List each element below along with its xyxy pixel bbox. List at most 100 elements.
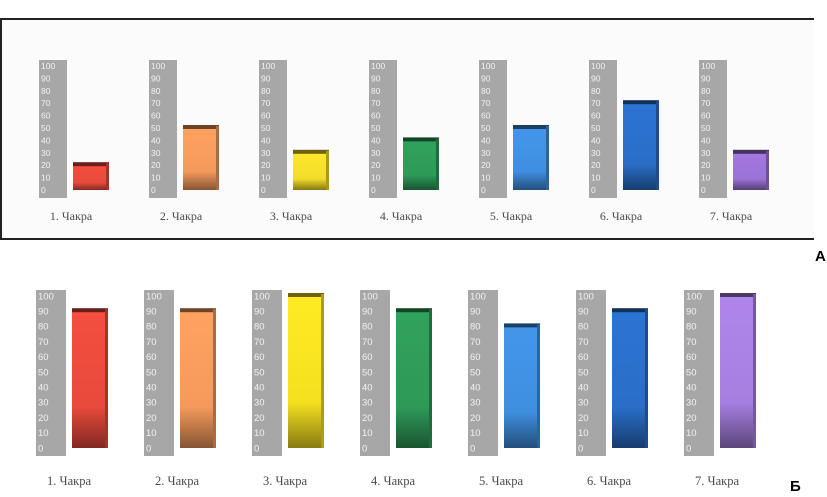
y-tick-label: 50: [701, 123, 711, 133]
y-tick-label: 40: [701, 135, 711, 145]
y-tick-label: 40: [578, 383, 589, 394]
scale-column: [259, 60, 287, 198]
y-tick-label: 50: [41, 123, 51, 133]
y-tick-label: 100: [686, 291, 702, 302]
y-tick-label: 30: [151, 148, 161, 158]
y-tick-label: 20: [481, 160, 491, 170]
y-tick-label: 50: [38, 367, 49, 378]
panel-label-b: Б: [790, 478, 801, 495]
chakra-bar: [623, 103, 659, 190]
y-tick-label: 70: [362, 337, 373, 348]
chakra-bar: [504, 326, 540, 448]
y-tick-label: 10: [146, 428, 157, 439]
y-tick-label: 20: [470, 413, 481, 424]
y-tick-label: 40: [470, 383, 481, 394]
y-tick-label: 0: [591, 185, 596, 195]
chart-panel-a: 100 90 80 70 60 50 40 30 20 10 0 1. Чакра 100 90 80 70 6…: [0, 18, 814, 240]
y-tick-label: 10: [261, 173, 271, 183]
chakra-bar-side: [546, 126, 549, 190]
scale-column: [576, 290, 606, 456]
y-tick-label: 0: [362, 443, 367, 454]
chakra-bar-side: [105, 309, 108, 448]
y-tick-label: 60: [146, 352, 157, 363]
chakra-bar-top: [720, 293, 756, 297]
y-tick-label: 50: [261, 123, 271, 133]
category-label: 1. Чакра: [50, 209, 93, 223]
y-tick-label: 90: [470, 307, 481, 318]
y-tick-label: 20: [41, 160, 51, 170]
scale-column: [468, 290, 498, 456]
y-tick-label: 30: [578, 398, 589, 409]
chakra-bar: [293, 152, 329, 190]
y-tick-label: 30: [41, 148, 51, 158]
y-tick-label: 40: [261, 135, 271, 145]
chakra-bar-top: [623, 100, 659, 105]
y-tick-label: 60: [686, 352, 697, 363]
chakra-bar: [73, 165, 109, 190]
chakra-bar-top: [612, 308, 648, 313]
y-tick-label: 10: [151, 173, 161, 183]
y-tick-label: 70: [261, 98, 271, 108]
y-tick-label: 100: [38, 291, 54, 302]
y-tick-label: 50: [481, 123, 491, 133]
y-tick-label: 90: [38, 307, 49, 318]
y-tick-label: 60: [38, 352, 49, 363]
chart-panel-b: 100 90 80 70 60 50 40 30 20 10 0 1. Чакра 100 90 80 70 6…: [0, 268, 800, 497]
y-tick-label: 60: [41, 111, 51, 121]
y-tick-label: 80: [686, 322, 697, 333]
y-tick-label: 0: [254, 443, 259, 454]
y-tick-label: 20: [362, 413, 373, 424]
y-tick-label: 100: [701, 61, 715, 71]
y-tick-label: 100: [371, 61, 385, 71]
y-tick-label: 60: [362, 352, 373, 363]
y-tick-label: 80: [41, 86, 51, 96]
y-tick-label: 10: [371, 173, 381, 183]
chakra-bar-side: [753, 294, 756, 448]
y-tick-label: 10: [578, 428, 589, 439]
y-tick-label: 20: [254, 413, 265, 424]
y-tick-label: 70: [481, 98, 491, 108]
chakra-bar-side: [106, 163, 109, 190]
y-tick-label: 50: [578, 367, 589, 378]
chakra-bar-side: [645, 309, 648, 448]
category-label: 6. Чакра: [600, 209, 643, 223]
y-tick-label: 10: [254, 428, 265, 439]
chakra-bar-side: [429, 309, 432, 448]
y-tick-label: 60: [578, 352, 589, 363]
y-tick-label: 60: [151, 111, 161, 121]
category-label: 5. Чакра: [479, 474, 523, 488]
chakra-bar: [403, 140, 439, 190]
y-tick-label: 30: [701, 148, 711, 158]
scale-column: [479, 60, 507, 198]
y-tick-label: 100: [470, 291, 486, 302]
chakra-bar: [733, 152, 769, 190]
category-label: 2. Чакра: [160, 209, 203, 223]
y-tick-label: 60: [470, 352, 481, 363]
y-tick-label: 60: [371, 111, 381, 121]
chakra-bar: [513, 128, 549, 190]
y-tick-label: 30: [470, 398, 481, 409]
y-tick-label: 100: [591, 61, 605, 71]
y-tick-label: 90: [41, 73, 51, 83]
chakra-bar-side: [436, 138, 439, 190]
scale-column: [699, 60, 727, 198]
chakra-bar-side: [537, 324, 540, 448]
y-tick-label: 10: [481, 173, 491, 183]
y-tick-label: 0: [261, 185, 266, 195]
scale-column: [589, 60, 617, 198]
y-tick-label: 80: [371, 86, 381, 96]
y-tick-label: 50: [151, 123, 161, 133]
category-label: 5. Чакра: [490, 209, 533, 223]
y-tick-label: 80: [261, 86, 271, 96]
y-tick-label: 70: [151, 98, 161, 108]
y-tick-label: 90: [151, 73, 161, 83]
y-tick-label: 10: [41, 173, 51, 183]
chakra-bar-top: [183, 125, 219, 129]
y-tick-label: 50: [362, 367, 373, 378]
